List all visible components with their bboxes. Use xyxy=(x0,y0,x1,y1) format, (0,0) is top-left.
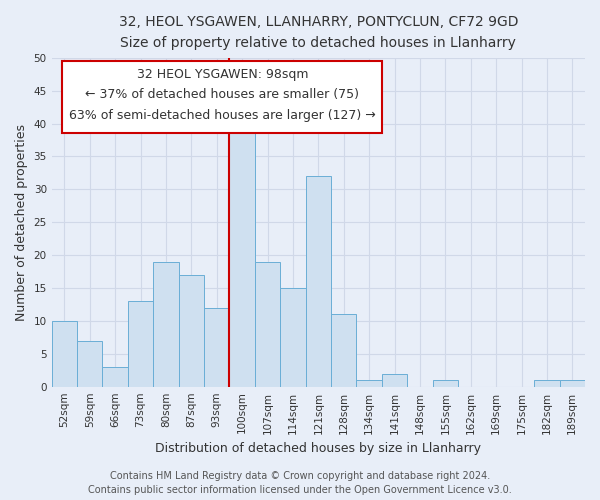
Text: ← 37% of detached houses are smaller (75): ← 37% of detached houses are smaller (75… xyxy=(85,88,359,102)
Text: 32 HEOL YSGAWEN: 98sqm: 32 HEOL YSGAWEN: 98sqm xyxy=(137,68,308,80)
Bar xyxy=(52,321,77,386)
Text: 63% of semi-detached houses are larger (127) →: 63% of semi-detached houses are larger (… xyxy=(69,109,376,122)
Bar xyxy=(179,275,204,386)
FancyBboxPatch shape xyxy=(62,61,382,134)
Bar xyxy=(77,340,103,386)
Bar xyxy=(382,374,407,386)
Title: 32, HEOL YSGAWEN, LLANHARRY, PONTYCLUN, CF72 9GD
Size of property relative to de: 32, HEOL YSGAWEN, LLANHARRY, PONTYCLUN, … xyxy=(119,15,518,50)
Bar xyxy=(433,380,458,386)
Bar xyxy=(128,301,153,386)
Bar xyxy=(356,380,382,386)
Bar xyxy=(305,176,331,386)
Bar xyxy=(560,380,585,386)
Bar xyxy=(534,380,560,386)
Bar xyxy=(331,314,356,386)
Bar xyxy=(280,288,305,386)
Bar xyxy=(153,262,179,386)
X-axis label: Distribution of detached houses by size in Llanharry: Distribution of detached houses by size … xyxy=(155,442,481,455)
Text: Contains HM Land Registry data © Crown copyright and database right 2024.
Contai: Contains HM Land Registry data © Crown c… xyxy=(88,471,512,495)
Y-axis label: Number of detached properties: Number of detached properties xyxy=(15,124,28,320)
Bar xyxy=(229,117,255,386)
Bar xyxy=(103,367,128,386)
Bar xyxy=(255,262,280,386)
Bar xyxy=(204,308,229,386)
